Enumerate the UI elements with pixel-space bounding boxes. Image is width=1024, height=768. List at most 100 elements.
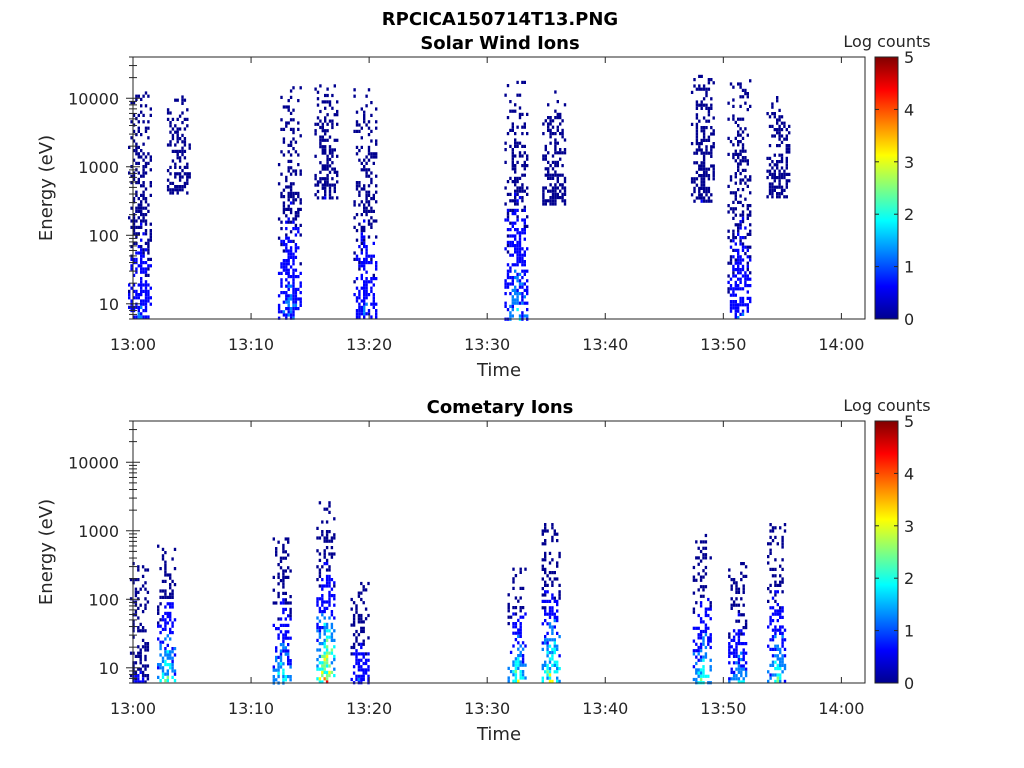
- heatmap-cell: [517, 631, 520, 635]
- heatmap-cell: [178, 175, 182, 179]
- heatmap-cell: [699, 645, 703, 650]
- heatmap-cell: [362, 668, 365, 672]
- heatmap-cell: [318, 677, 322, 681]
- heatmap-cell: [556, 173, 559, 177]
- heatmap-cell: [279, 556, 283, 560]
- heatmap-cell: [504, 93, 507, 97]
- heatmap-cell: [553, 644, 556, 648]
- heatmap-cell: [277, 217, 281, 221]
- heatmap-cell: [360, 107, 363, 111]
- heatmap-cell: [325, 622, 329, 626]
- heatmap-cell: [333, 581, 336, 585]
- heatmap-cell: [132, 257, 136, 261]
- heatmap-cell: [181, 95, 184, 99]
- heatmap-cell: [330, 635, 334, 639]
- heatmap-cell: [328, 145, 332, 149]
- heatmap-cell: [140, 200, 143, 204]
- heatmap-cell: [697, 652, 700, 656]
- heatmap-cell: [135, 251, 138, 255]
- heatmap-cell: [292, 220, 295, 224]
- heatmap-cell: [142, 193, 145, 197]
- heatmap-cell: [375, 235, 378, 239]
- heatmap-cell: [141, 574, 145, 578]
- heatmap-cell: [282, 550, 285, 554]
- heatmap-cell: [523, 224, 526, 228]
- heatmap-cell: [370, 101, 373, 105]
- heatmap-cell: [544, 157, 547, 161]
- heatmap-cell: [364, 588, 368, 592]
- heatmap-cell: [282, 207, 286, 211]
- heatmap-cell: [333, 638, 336, 642]
- heatmap-cell: [321, 597, 324, 601]
- heatmap-cell: [514, 192, 517, 196]
- heatmap-cell: [690, 193, 694, 197]
- heatmap-cell: [285, 316, 288, 320]
- heatmap-cell: [292, 191, 295, 195]
- heatmap-cell: [318, 552, 322, 556]
- heatmap-cell: [147, 257, 150, 261]
- heatmap-cell: [285, 220, 288, 224]
- heatmap-cell: [551, 638, 554, 642]
- heatmap-cell: [140, 104, 143, 108]
- heatmap-cell: [365, 193, 368, 197]
- heatmap-cell: [355, 658, 358, 662]
- heatmap-cell: [336, 170, 339, 174]
- heatmap-cell: [157, 637, 160, 641]
- heatmap-cell: [707, 81, 711, 85]
- heatmap-cell: [779, 679, 782, 683]
- heatmap-cell: [325, 584, 329, 588]
- heatmap-cell: [299, 262, 302, 266]
- heatmap-cell: [509, 650, 513, 654]
- heatmap-cell: [783, 176, 786, 180]
- heatmap-cell: [186, 165, 189, 169]
- heatmap-cell: [314, 87, 317, 91]
- heatmap-cell: [702, 174, 706, 178]
- heatmap-cell: [707, 613, 710, 618]
- heatmap-cell: [695, 626, 698, 630]
- heatmap-cell: [277, 236, 281, 240]
- heatmap-cell: [735, 581, 738, 585]
- heatmap-cell: [739, 255, 742, 259]
- heatmap-cell: [130, 257, 133, 261]
- heatmap-cell: [542, 192, 545, 196]
- heatmap-cell: [325, 581, 329, 585]
- heatmap-cell: [333, 189, 336, 194]
- heatmap-cell: [547, 125, 550, 129]
- heatmap-cell: [556, 532, 559, 536]
- heatmap-cell: [732, 274, 735, 278]
- heatmap-cell: [737, 303, 740, 307]
- heatmap-cell: [702, 671, 705, 675]
- heatmap-cell: [176, 140, 179, 144]
- heatmap-cell: [521, 615, 525, 619]
- heatmap-cell: [367, 203, 371, 207]
- heatmap-cell: [166, 669, 169, 673]
- heatmap-cell: [146, 568, 150, 572]
- heatmap-cell: [282, 105, 286, 109]
- heatmap-cell: [559, 132, 562, 136]
- heatmap-cell: [282, 153, 286, 157]
- heatmap-cell: [771, 160, 774, 164]
- heatmap-cell: [710, 164, 713, 168]
- heatmap-cell: [333, 517, 336, 521]
- heatmap-cell: [277, 675, 280, 679]
- heatmap-cell: [319, 138, 322, 142]
- heatmap-cell: [316, 638, 319, 642]
- heatmap-cell: [516, 260, 519, 264]
- heatmap-cell: [277, 595, 280, 599]
- heatmap-cell: [292, 198, 295, 202]
- heatmap-cell: [563, 176, 567, 180]
- heatmap-cell: [749, 178, 752, 182]
- heatmap-cell: [147, 248, 150, 252]
- heatmap-cell: [289, 127, 293, 131]
- heatmap-cell: [169, 602, 172, 606]
- heatmap-cell: [768, 182, 772, 186]
- heatmap-cell: [732, 638, 736, 642]
- heatmap-cell: [128, 145, 131, 149]
- heatmap-cell: [132, 177, 136, 181]
- heatmap-cell: [130, 120, 133, 124]
- heatmap-cell: [548, 561, 552, 565]
- heatmap-cell: [367, 126, 371, 130]
- heatmap-cell: [776, 667, 779, 671]
- heatmap-cell: [129, 651, 133, 655]
- heatmap-cell: [146, 674, 150, 678]
